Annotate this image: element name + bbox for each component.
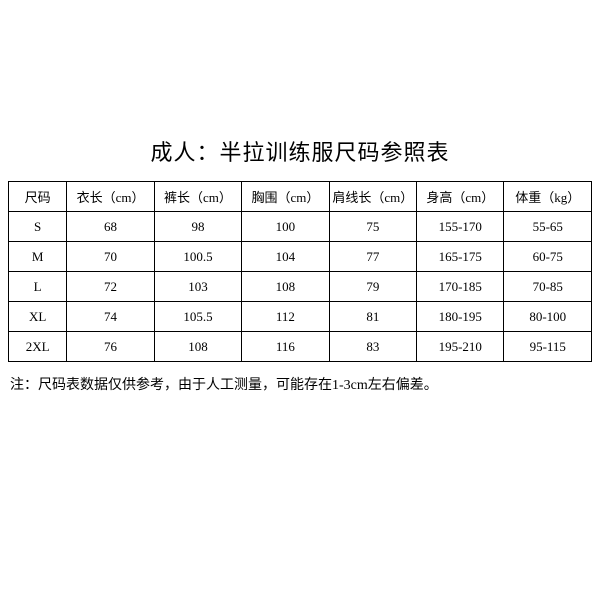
cell-value: 95-115 <box>504 332 592 362</box>
cell-value: 180-195 <box>417 302 504 332</box>
size-chart-container: 成人：半拉训练服尺码参照表 尺码 衣长（cm） 裤长（cm） 胸围（cm） 肩线… <box>8 135 592 394</box>
cell-value: 70 <box>67 242 154 272</box>
cell-value: 170-185 <box>417 272 504 302</box>
cell-value: 74 <box>67 302 154 332</box>
cell-value: 55-65 <box>504 212 592 242</box>
table-row: XL 74 105.5 112 81 180-195 80-100 <box>9 302 592 332</box>
cell-size: 2XL <box>9 332 67 362</box>
header-height: 身高（cm） <box>417 182 504 212</box>
cell-value: 79 <box>329 272 416 302</box>
cell-size: S <box>9 212 67 242</box>
cell-value: 77 <box>329 242 416 272</box>
cell-value: 76 <box>67 332 154 362</box>
cell-value: 100.5 <box>154 242 241 272</box>
cell-value: 103 <box>154 272 241 302</box>
header-shoulder: 肩线长（cm） <box>329 182 416 212</box>
cell-value: 75 <box>329 212 416 242</box>
cell-value: 112 <box>242 302 329 332</box>
cell-value: 116 <box>242 332 329 362</box>
header-size: 尺码 <box>9 182 67 212</box>
chart-title: 成人：半拉训练服尺码参照表 <box>8 135 592 167</box>
cell-size: M <box>9 242 67 272</box>
table-row: S 68 98 100 75 155-170 55-65 <box>9 212 592 242</box>
size-table: 尺码 衣长（cm） 裤长（cm） 胸围（cm） 肩线长（cm） 身高（cm） 体… <box>8 181 592 362</box>
cell-value: 104 <box>242 242 329 272</box>
table-header-row: 尺码 衣长（cm） 裤长（cm） 胸围（cm） 肩线长（cm） 身高（cm） 体… <box>9 182 592 212</box>
footer-note: 注：尺码表数据仅供参考，由于人工测量，可能存在1-3cm左右偏差。 <box>8 374 592 394</box>
table-row: M 70 100.5 104 77 165-175 60-75 <box>9 242 592 272</box>
cell-value: 108 <box>242 272 329 302</box>
cell-value: 83 <box>329 332 416 362</box>
cell-value: 155-170 <box>417 212 504 242</box>
cell-value: 100 <box>242 212 329 242</box>
cell-value: 70-85 <box>504 272 592 302</box>
table-row: L 72 103 108 79 170-185 70-85 <box>9 272 592 302</box>
header-length: 衣长（cm） <box>67 182 154 212</box>
cell-value: 105.5 <box>154 302 241 332</box>
cell-value: 72 <box>67 272 154 302</box>
header-pants-length: 裤长（cm） <box>154 182 241 212</box>
cell-value: 195-210 <box>417 332 504 362</box>
table-row: 2XL 76 108 116 83 195-210 95-115 <box>9 332 592 362</box>
cell-size: L <box>9 272 67 302</box>
cell-value: 68 <box>67 212 154 242</box>
header-chest: 胸围（cm） <box>242 182 329 212</box>
header-weight: 体重（kg） <box>504 182 592 212</box>
cell-value: 165-175 <box>417 242 504 272</box>
cell-size: XL <box>9 302 67 332</box>
cell-value: 60-75 <box>504 242 592 272</box>
cell-value: 108 <box>154 332 241 362</box>
cell-value: 80-100 <box>504 302 592 332</box>
cell-value: 98 <box>154 212 241 242</box>
cell-value: 81 <box>329 302 416 332</box>
